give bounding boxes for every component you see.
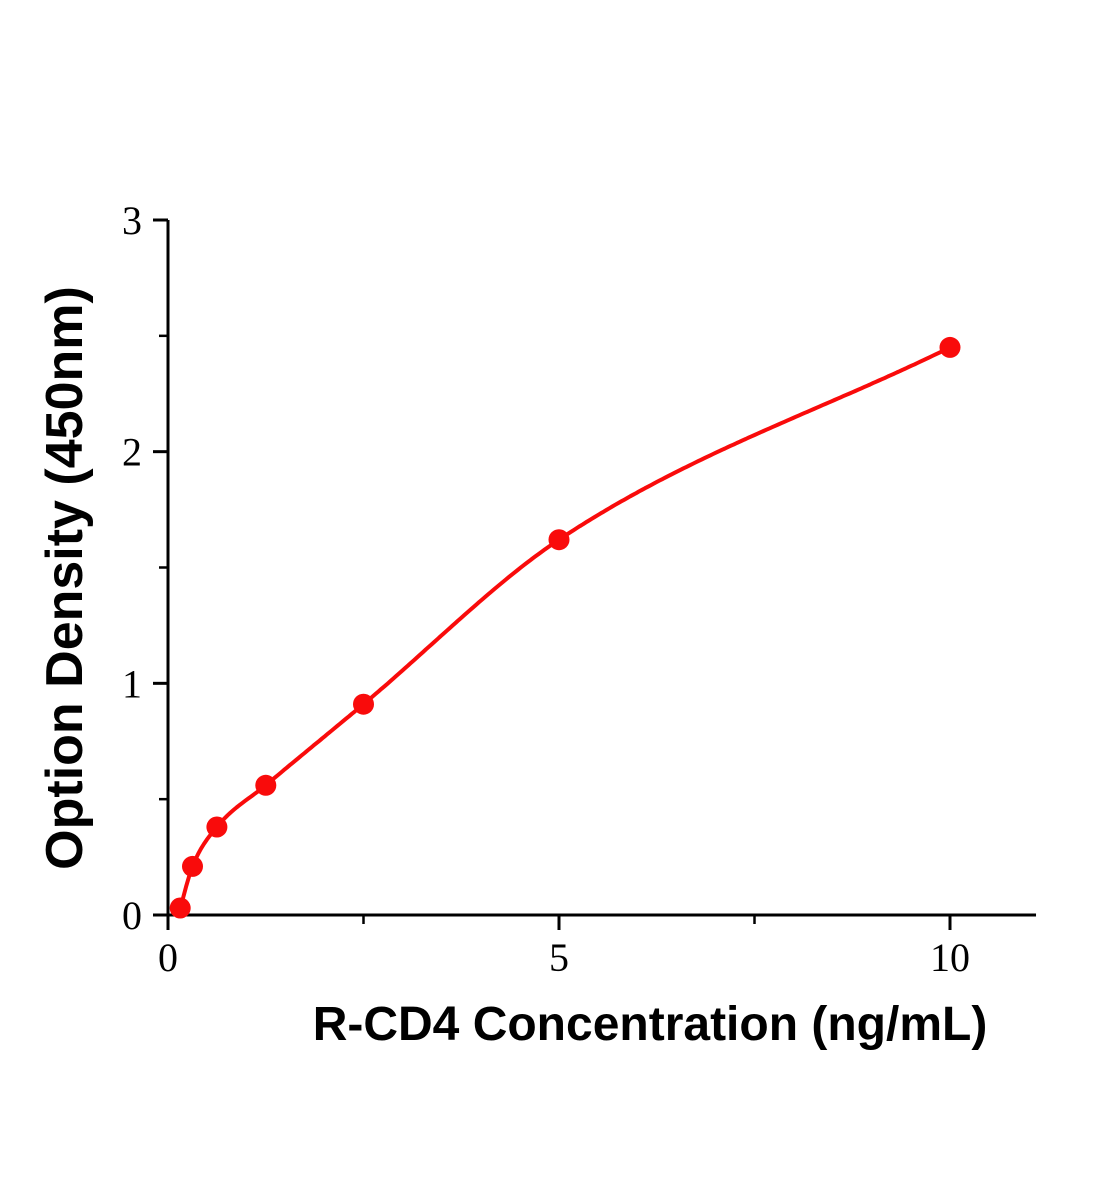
- y-tick-label: 2: [122, 430, 142, 475]
- axes-layer: 0 5 10 0 1 2 3: [122, 198, 1037, 980]
- y-tick-label: 3: [122, 198, 142, 243]
- data-point: [206, 816, 228, 838]
- data-point: [548, 529, 570, 551]
- fit-curve: [178, 345, 952, 910]
- x-tick-label: 0: [158, 935, 178, 980]
- series-layer: [169, 336, 961, 919]
- y-tick-label: 1: [122, 661, 142, 706]
- data-point: [939, 336, 961, 358]
- x-axis-title: R-CD4 Concentration (ng/mL): [313, 998, 988, 1051]
- x-tick-label: 10: [930, 935, 970, 980]
- y-tick-label: 0: [122, 893, 142, 938]
- data-point: [353, 693, 374, 715]
- data-point: [182, 855, 203, 877]
- x-tick-label: 5: [549, 935, 569, 980]
- y-axis-title: Option Density (450nm): [36, 286, 94, 870]
- data-point: [169, 897, 191, 919]
- data-point: [255, 774, 277, 796]
